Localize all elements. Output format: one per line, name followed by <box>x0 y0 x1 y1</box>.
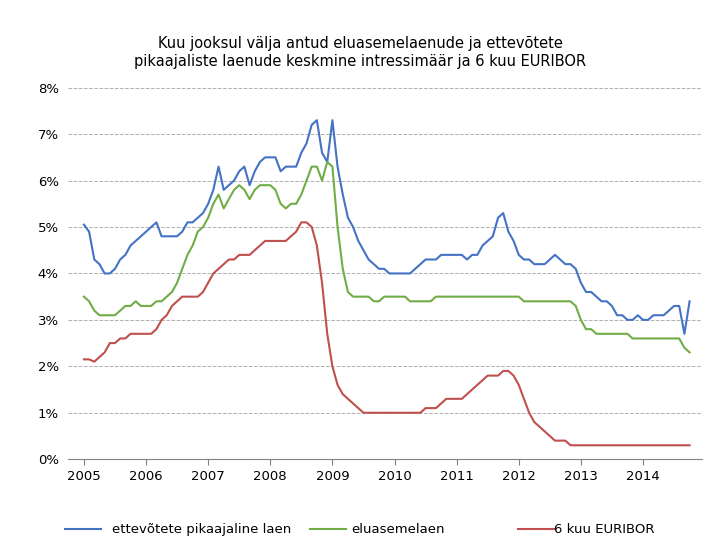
Text: ettevõtete pikaajaline laen: ettevõtete pikaajaline laen <box>112 522 291 536</box>
Text: 6 kuu EURIBOR: 6 kuu EURIBOR <box>554 522 655 536</box>
Text: eluasemelaen: eluasemelaen <box>351 522 445 536</box>
Text: Kuu jooksul välja antud eluasemelaenude ja ettevõtete
pikaajaliste laenude keskm: Kuu jooksul välja antud eluasemelaenude … <box>134 36 586 69</box>
